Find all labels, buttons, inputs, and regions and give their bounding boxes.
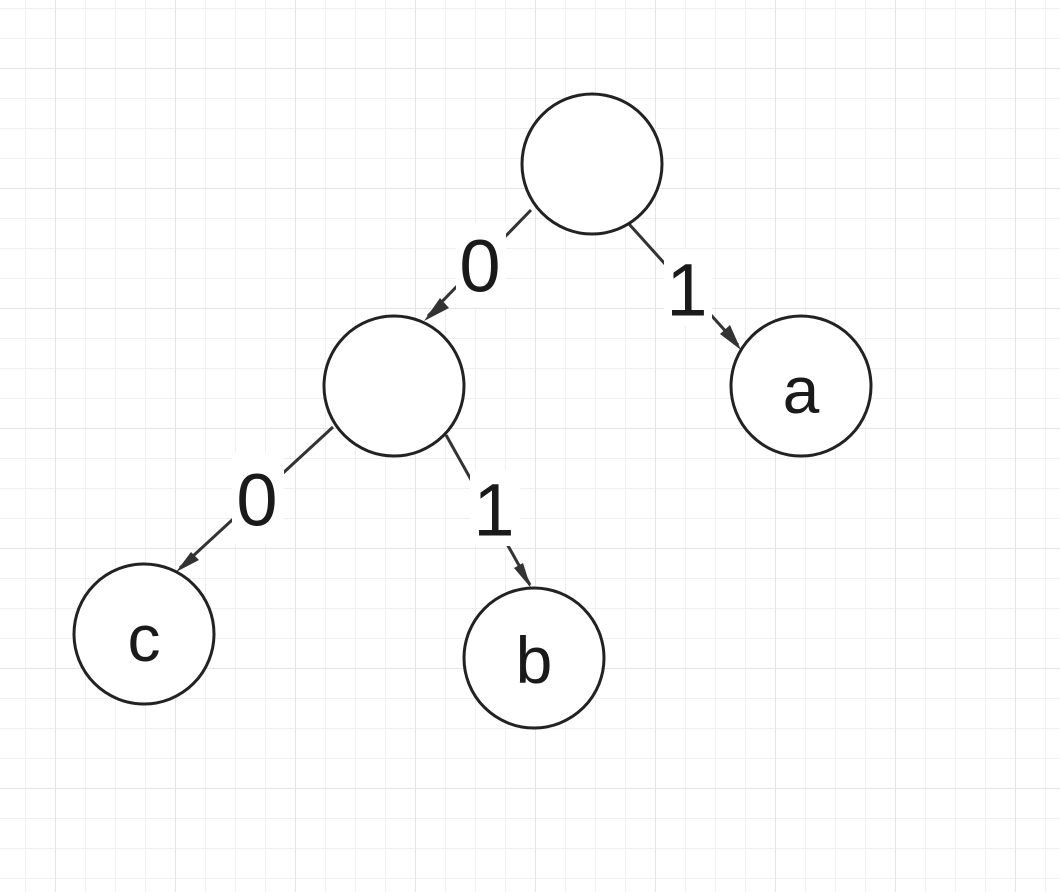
node-left [322,314,466,458]
edge-root-a: 1 [627,222,741,350]
edge-left-c: 0 [176,425,335,572]
edge-label: 1 [473,469,514,552]
edge-root-left: 0 [424,208,533,321]
node-circle [322,314,466,458]
node-circle [729,314,873,458]
node-circle [520,92,664,236]
node-label: a [783,353,820,427]
node-circle [462,586,606,730]
node-label: b [516,623,553,697]
node-label: c [128,601,161,675]
node-a: a [729,314,873,458]
edge-label: 1 [666,249,707,332]
arrowhead-icon [514,563,531,588]
node-circle [72,562,216,706]
edge-label: 0 [459,225,500,308]
arrowhead-icon [424,298,449,321]
edge-left-b: 1 [444,434,532,588]
node-root [520,92,664,236]
edge-label: 0 [236,459,277,542]
node-b: b [462,586,606,730]
node-c: c [72,562,216,706]
arrowhead-icon [720,325,741,350]
arrowhead-icon [176,552,199,572]
